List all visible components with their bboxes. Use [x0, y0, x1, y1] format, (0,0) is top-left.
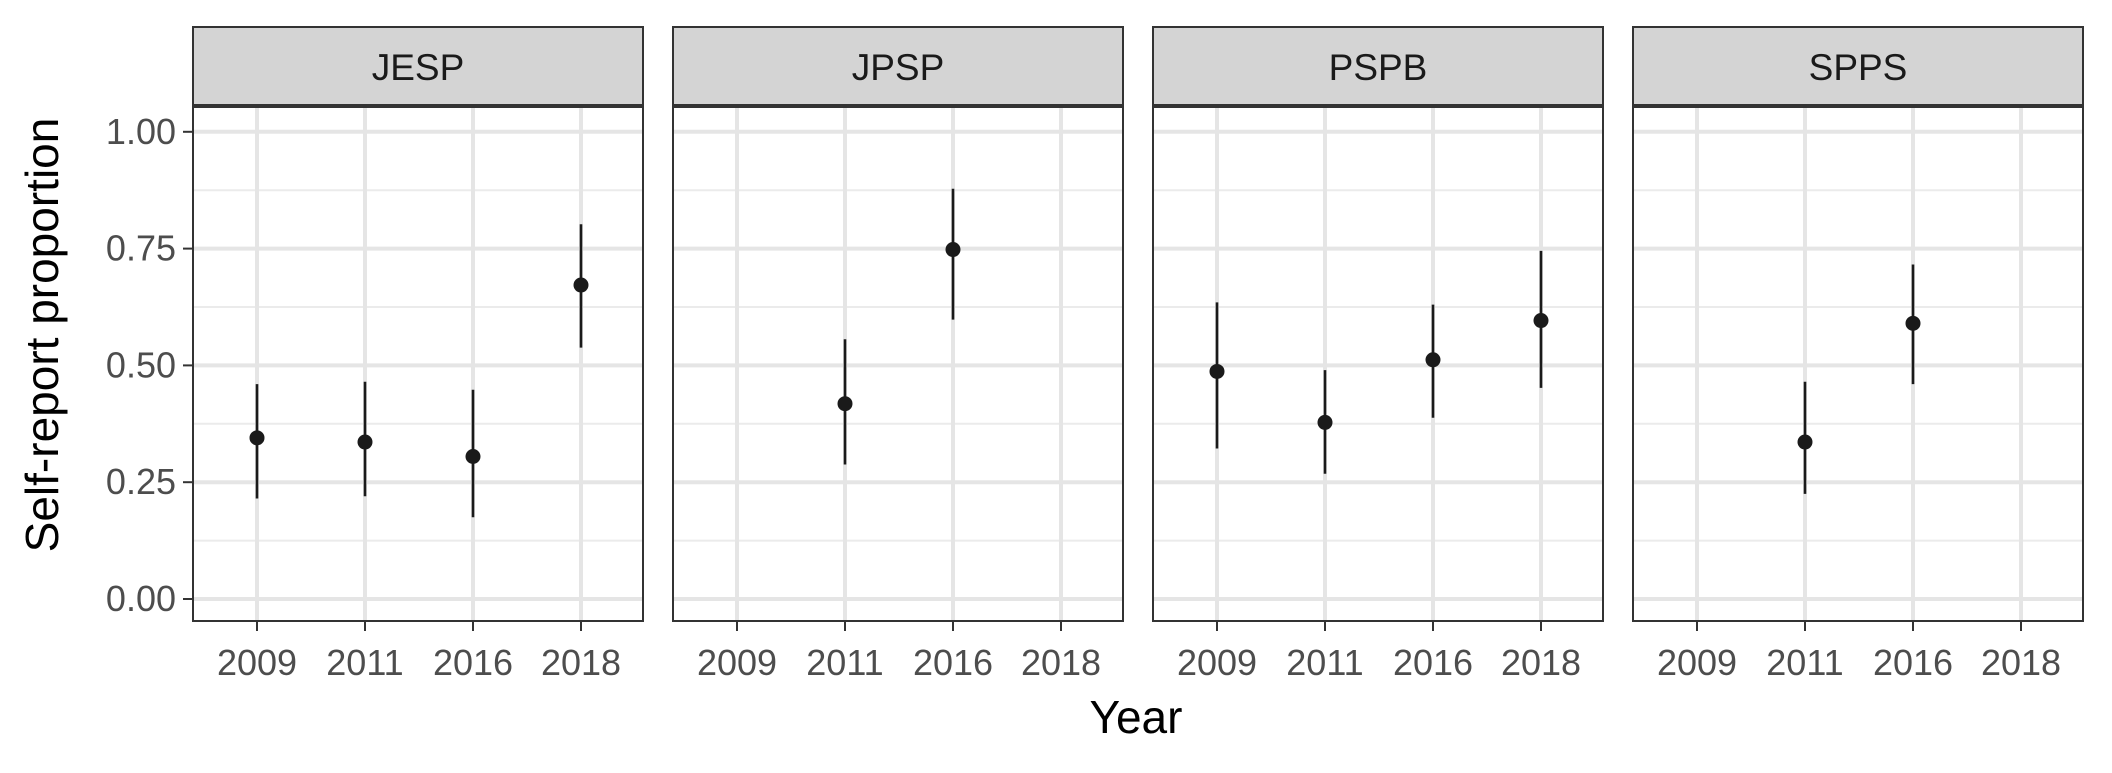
data-point	[837, 396, 853, 412]
data-point	[1533, 313, 1549, 329]
y-tick-label: 0.50	[106, 344, 176, 385]
x-tick-label: 2016	[913, 642, 993, 683]
facet-strip-label: JESP	[372, 47, 465, 88]
facet-strip	[1632, 26, 2084, 107]
facet-strip-label: PSPB	[1329, 47, 1428, 88]
x-tick-label: 2011	[1766, 642, 1843, 683]
y-tick-label: 0.00	[106, 578, 176, 619]
x-tick-label: 2018	[1021, 642, 1101, 683]
data-point	[357, 434, 373, 450]
data-point	[1317, 414, 1333, 430]
y-tick-label: 0.25	[106, 461, 176, 502]
x-tick-label: 2011	[1286, 642, 1363, 683]
facet-panel: SPPS 2009 2011 2016 2018	[1632, 26, 2084, 683]
y-axis-title: Self-report proportion	[16, 118, 68, 553]
x-tick-label: 2018	[1981, 642, 2061, 683]
data-point	[249, 430, 265, 446]
x-tick-label: 2018	[541, 642, 621, 683]
x-tick-label: 2016	[433, 642, 513, 683]
data-point	[465, 449, 481, 465]
data-point	[945, 242, 961, 258]
x-tick-label: 2009	[1657, 642, 1737, 683]
y-tick-label: 1.00	[106, 111, 176, 152]
facet-strip	[1152, 26, 1604, 107]
x-tick-label: 2018	[1501, 642, 1581, 683]
x-tick-label: 2016	[1873, 642, 1953, 683]
facet-panel: JESP 2009 2011 2016 2018	[192, 26, 644, 683]
data-point	[1797, 434, 1813, 450]
data-point	[1905, 315, 1921, 331]
x-tick-label: 2011	[806, 642, 883, 683]
x-axis-title: Year	[1090, 691, 1183, 743]
x-tick-label: 2009	[217, 642, 297, 683]
data-point	[1209, 363, 1225, 379]
x-tick-label: 2016	[1393, 642, 1473, 683]
data-point	[1425, 352, 1441, 368]
facet-panel: PSPB 2009 2011 2016 2018	[1152, 26, 1604, 683]
facet-panel: JPSP 2009 2011 2016 2018	[672, 26, 1124, 683]
x-tick-label: 2009	[697, 642, 777, 683]
x-tick-label: 2011	[326, 642, 403, 683]
y-tick-label: 0.75	[106, 228, 176, 269]
facet-strip	[672, 26, 1124, 107]
x-tick-label: 2009	[1177, 642, 1257, 683]
data-point	[573, 277, 589, 293]
facet-strip-label: SPPS	[1809, 47, 1908, 88]
facet-strip-label: JPSP	[852, 47, 945, 88]
